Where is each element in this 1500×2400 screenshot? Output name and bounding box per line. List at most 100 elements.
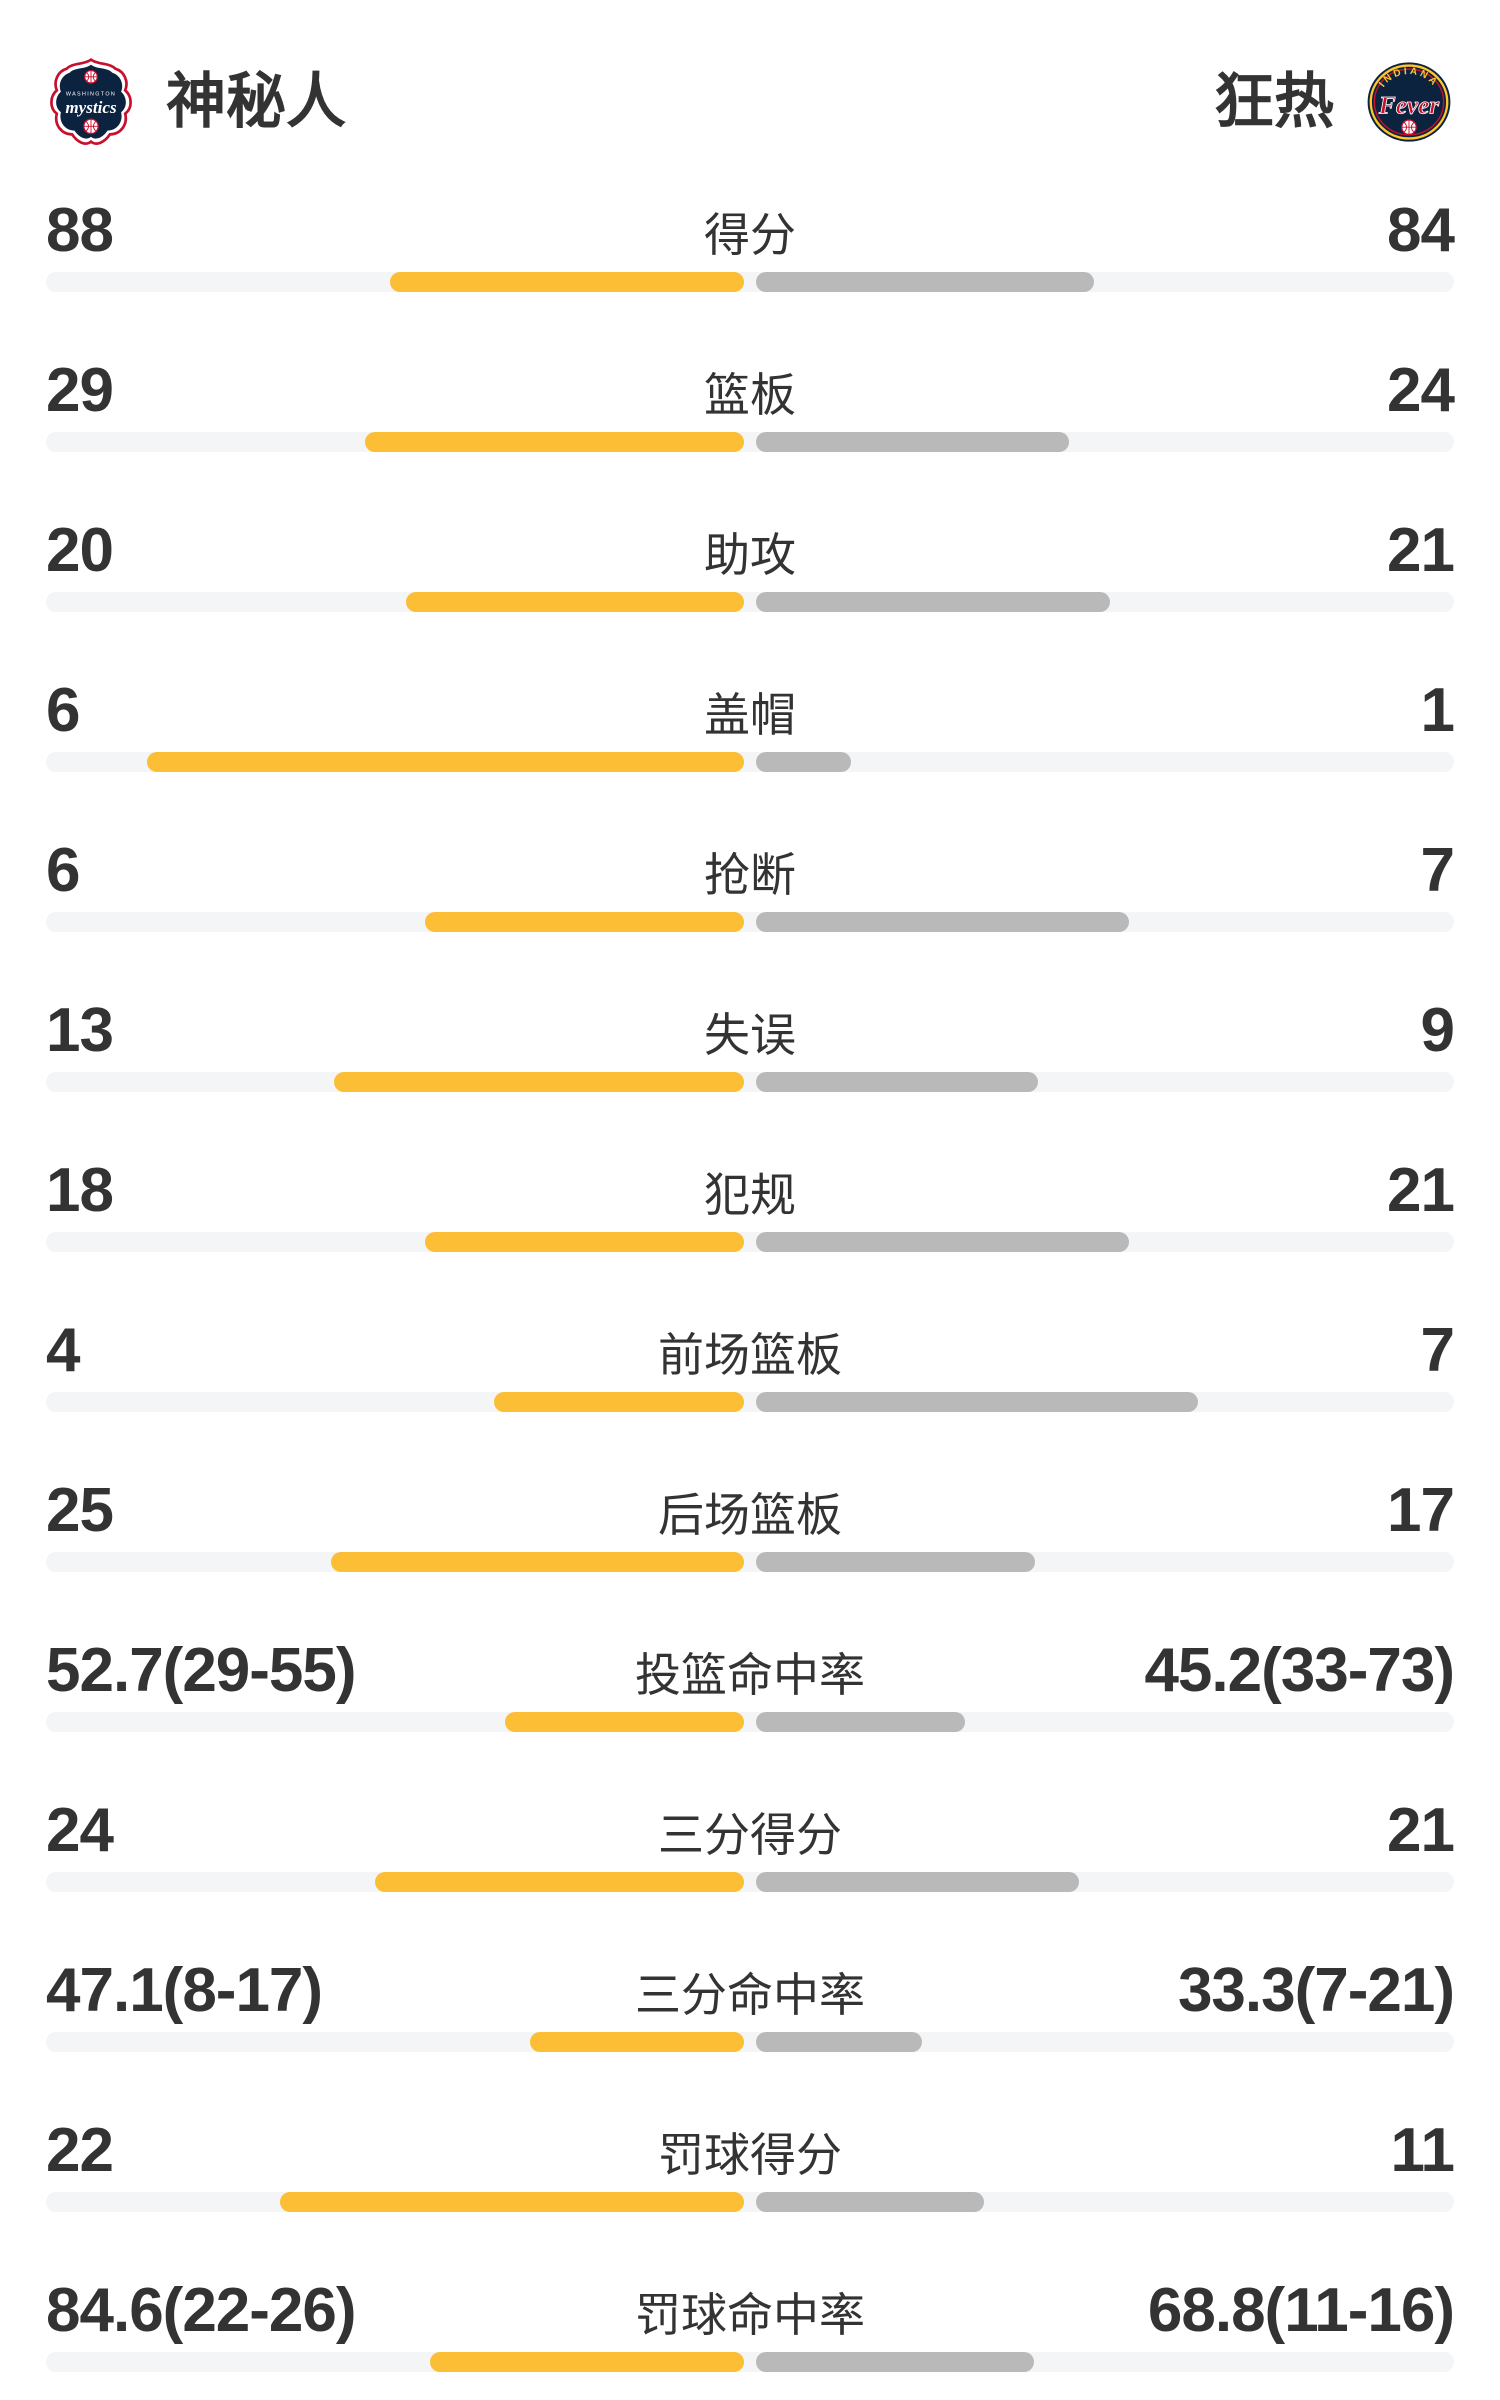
stat-bar-track xyxy=(46,1072,1454,1092)
right-bar xyxy=(756,912,1129,932)
stat-bar-track xyxy=(46,592,1454,612)
stat-row: 47.1(8-17) 三分命中率 33.3(7-21) xyxy=(46,1926,1455,2086)
left-value: 13 xyxy=(46,996,114,1065)
stat-row: 52.7(29-55) 投篮命中率 45.2(33-73) xyxy=(46,1606,1455,1766)
stat-bar-track xyxy=(46,1232,1454,1252)
svg-text:WASHINGTON: WASHINGTON xyxy=(66,92,116,98)
stat-label: 盖帽 xyxy=(704,689,796,741)
right-value: 7 xyxy=(1420,1316,1455,1385)
left-bar xyxy=(424,912,744,932)
left-value: 29 xyxy=(46,356,114,425)
stat-row: 25 后场篮板 17 xyxy=(46,1446,1455,1606)
stat-row: 18 犯规 21 xyxy=(46,1126,1455,1286)
left-value: 20 xyxy=(46,516,114,585)
left-bar xyxy=(146,752,744,772)
left-value: 47.1(8-17) xyxy=(46,1956,323,2025)
right-bar xyxy=(756,272,1094,292)
stat-label: 前场篮板 xyxy=(658,1329,842,1381)
mystics-logo: WASHINGTON mystics xyxy=(50,58,132,145)
header: WASHINGTON mystics 神秘人 狂热 INDIANA Fever xyxy=(0,0,1500,148)
right-bar xyxy=(756,432,1069,452)
stat-label: 得分 xyxy=(704,209,796,261)
right-value: 68.8(11-16) xyxy=(1147,2276,1455,2345)
right-bar xyxy=(756,2032,923,2052)
stat-bar-track xyxy=(46,1712,1454,1732)
left-value: 22 xyxy=(46,2116,114,2185)
stat-row: 22 罚球得分 11 xyxy=(46,2086,1455,2246)
stat-bar-track xyxy=(46,1552,1454,1572)
stat-label: 失误 xyxy=(704,1009,796,1061)
stat-bar-track xyxy=(46,2352,1454,2372)
stat-row: 20 助攻 21 xyxy=(46,486,1455,646)
stat-label: 罚球得分 xyxy=(658,2129,842,2181)
stat-label: 抢断 xyxy=(704,849,796,901)
right-bar xyxy=(756,1232,1129,1252)
stat-row-text: 4 前场篮板 7 xyxy=(46,1316,1455,1385)
stat-bar-track xyxy=(46,1392,1454,1412)
left-bar xyxy=(406,592,744,612)
svg-text:mystics: mystics xyxy=(65,98,117,117)
stat-row-text: 84.6(22-26) 罚球命中率 68.8(11-16) xyxy=(46,2276,1455,2345)
team-right-name: 狂热 xyxy=(1214,68,1334,135)
stat-row-text: 20 助攻 21 xyxy=(46,516,1455,585)
left-bar xyxy=(529,2032,744,2052)
stat-row: 13 失误 9 xyxy=(46,966,1455,1126)
left-bar xyxy=(389,272,744,292)
stat-row: 6 盖帽 1 xyxy=(46,646,1455,806)
stat-label: 罚球命中率 xyxy=(635,2289,865,2341)
stat-row-text: 24 三分得分 21 xyxy=(46,1796,1455,1865)
left-value: 24 xyxy=(46,1796,114,1865)
stat-row-text: 18 犯规 21 xyxy=(46,1156,1455,1225)
stat-row-text: 22 罚球得分 11 xyxy=(46,2116,1455,2185)
stat-label: 后场篮板 xyxy=(658,1489,842,1541)
left-bar xyxy=(364,432,744,452)
right-value: 17 xyxy=(1387,1476,1455,1545)
stat-label: 三分得分 xyxy=(658,1809,842,1861)
stat-row: 29 篮板 24 xyxy=(46,326,1455,486)
right-bar xyxy=(756,1072,1038,1092)
right-bar xyxy=(756,1872,1079,1892)
right-value: 11 xyxy=(1390,2116,1455,2185)
right-value: 7 xyxy=(1420,836,1455,905)
right-value: 84 xyxy=(1387,196,1455,265)
right-value: 33.3(7-21) xyxy=(1177,1956,1455,2025)
right-value: 21 xyxy=(1387,1796,1455,1865)
stat-bar-track xyxy=(46,2192,1454,2212)
left-value: 18 xyxy=(46,1156,114,1225)
left-value: 52.7(29-55) xyxy=(46,1636,357,1705)
stat-row-text: 6 盖帽 1 xyxy=(46,676,1455,745)
right-bar xyxy=(756,752,851,772)
stat-row-text: 88 得分 84 xyxy=(46,196,1455,265)
right-bar xyxy=(756,2352,1034,2372)
team-left-name: 神秘人 xyxy=(166,68,346,135)
stat-row-text: 6 抢断 7 xyxy=(46,836,1455,905)
stat-row-text: 47.1(8-17) 三分命中率 33.3(7-21) xyxy=(46,1956,1455,2025)
right-value: 21 xyxy=(1387,516,1455,585)
right-bar xyxy=(756,592,1111,612)
left-value: 84.6(22-26) xyxy=(46,2276,357,2345)
stat-bar-track xyxy=(46,912,1454,932)
right-bar xyxy=(756,2192,985,2212)
stat-row-text: 29 篮板 24 xyxy=(46,356,1455,425)
stat-label: 投篮命中率 xyxy=(635,1649,865,1701)
stat-row: 84.6(22-26) 罚球命中率 68.8(11-16) xyxy=(46,2246,1455,2400)
right-value: 45.2(33-73) xyxy=(1144,1636,1455,1705)
team-right: 狂热 INDIANA Fever xyxy=(1214,57,1454,147)
stat-row: 4 前场篮板 7 xyxy=(46,1286,1455,1446)
left-value: 6 xyxy=(46,676,80,745)
right-value: 9 xyxy=(1420,996,1455,1065)
fever-logo: INDIANA Fever xyxy=(1367,62,1451,142)
left-bar xyxy=(493,1392,744,1412)
stat-row: 6 抢断 7 xyxy=(46,806,1455,966)
right-bar xyxy=(756,1392,1198,1412)
stat-bar-track xyxy=(46,752,1454,772)
right-value: 24 xyxy=(1387,356,1455,425)
stat-row-text: 52.7(29-55) 投篮命中率 45.2(33-73) xyxy=(46,1636,1455,1705)
left-bar xyxy=(333,1072,744,1092)
right-bar xyxy=(756,1712,966,1732)
stat-row-text: 25 后场篮板 17 xyxy=(46,1476,1455,1545)
left-bar xyxy=(280,2192,744,2212)
stat-row: 24 三分得分 21 xyxy=(46,1766,1455,1926)
right-bar xyxy=(756,1552,1036,1572)
stat-bar-track xyxy=(46,432,1454,452)
